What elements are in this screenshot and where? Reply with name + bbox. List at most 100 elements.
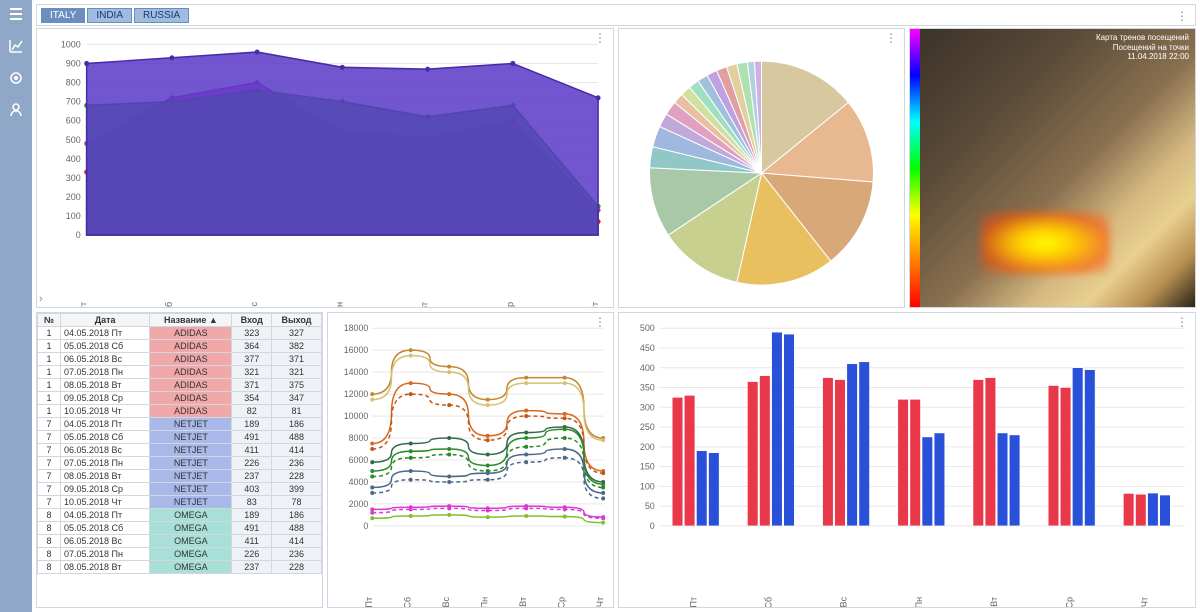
menu-icon[interactable]: [6, 4, 26, 24]
svg-text:08.05.2018 Вт: 08.05.2018 Вт: [420, 301, 430, 307]
svg-text:150: 150: [640, 462, 655, 472]
table-row[interactable]: 704.05.2018 ПтNETJET189186: [38, 418, 322, 431]
chart-icon[interactable]: [6, 36, 26, 56]
bar-chart-panel: ⋮ 0 50 100 150 200 250 300 350 400 450 500 04.05.20…: [618, 312, 1196, 608]
table-row[interactable]: 805.05.2018 СбOMEGA491488: [38, 522, 322, 535]
col-header[interactable]: Вход: [232, 314, 271, 327]
table-row[interactable]: 710.05.2018 ЧтNETJET8378: [38, 496, 322, 509]
table-row[interactable]: 105.05.2018 СбADIDAS364382: [38, 340, 322, 353]
table-row[interactable]: 104.05.2018 ПтADIDAS323327: [38, 327, 322, 340]
app-root: ITALYINDIARUSSIA ⋮ ⋮ 0100200300400500600…: [0, 0, 1200, 612]
svg-text:400: 400: [640, 363, 655, 373]
svg-text:250: 250: [640, 422, 655, 432]
heatmap-panel: Карта тренов посещений Посещений на точк…: [909, 28, 1196, 308]
tab-russia[interactable]: RUSSIA: [134, 8, 189, 23]
table-row[interactable]: 806.05.2018 ВсOMEGA411414: [38, 535, 322, 548]
panel-menu-icon[interactable]: ⋮: [1176, 315, 1189, 329]
svg-text:0: 0: [650, 521, 655, 531]
svg-text:400: 400: [66, 154, 81, 164]
user-icon[interactable]: [6, 100, 26, 120]
table-row[interactable]: 708.05.2018 ВтNETJET237228: [38, 470, 322, 483]
svg-text:600: 600: [66, 116, 81, 126]
area-chart-panel: ⋮ 0100200300400500600700800900100004.05.…: [36, 28, 614, 308]
svg-text:05.05.2018 Сб: 05.05.2018 Сб: [764, 597, 774, 607]
svg-text:08.05.2018 Вт: 08.05.2018 Вт: [989, 597, 999, 607]
table-row[interactable]: 107.05.2018 ПнADIDAS321321: [38, 366, 322, 379]
tab-india[interactable]: INDIA: [87, 8, 132, 23]
svg-text:09.05.2018 Ср: 09.05.2018 Ср: [1064, 597, 1074, 607]
svg-text:800: 800: [66, 77, 81, 87]
table-row[interactable]: 808.05.2018 ВтOMEGA237228: [38, 561, 322, 574]
pie-chart-panel: ⋮: [618, 28, 905, 308]
svg-text:100: 100: [66, 211, 81, 221]
data-table-panel: ⋮ №ДатаНазвание ▲ВходВыход104.05.2018 Пт…: [36, 312, 323, 608]
table-row[interactable]: 106.05.2018 ВсADIDAS377371: [38, 353, 322, 366]
svg-text:07.05.2018 Пн: 07.05.2018 Пн: [335, 302, 345, 307]
svg-text:12000: 12000: [344, 389, 369, 399]
svg-text:50: 50: [645, 501, 655, 511]
svg-text:10000: 10000: [344, 411, 369, 421]
table-row[interactable]: 110.05.2018 ЧтADIDAS8281: [38, 405, 322, 418]
svg-text:10.05.2018 Чт: 10.05.2018 Чт: [590, 301, 600, 307]
table-row[interactable]: 804.05.2018 ПтOMEGA189186: [38, 509, 322, 522]
table-row[interactable]: 709.05.2018 СрNETJET403399: [38, 483, 322, 496]
heatmap-overlay-text: Карта тренов посещений Посещений на точк…: [1096, 33, 1189, 62]
heatmap-image: Карта тренов посещений Посещений на точк…: [910, 29, 1195, 307]
svg-text:04.05.2018 Пт: 04.05.2018 Пт: [79, 301, 89, 307]
svg-text:2000: 2000: [349, 499, 369, 509]
svg-text:05.05.2018 Сб: 05.05.2018 Сб: [403, 597, 413, 607]
table-row[interactable]: 109.05.2018 СрADIDAS354347: [38, 392, 322, 405]
svg-text:09.05.2018 Ср: 09.05.2018 Ср: [557, 597, 567, 607]
heatmap-scale: [910, 29, 920, 307]
table-row[interactable]: 807.05.2018 ПнOMEGA226236: [38, 548, 322, 561]
svg-text:8000: 8000: [349, 433, 369, 443]
svg-text:6000: 6000: [349, 455, 369, 465]
svg-text:04.05.2018 Пт: 04.05.2018 Пт: [688, 597, 698, 607]
svg-text:350: 350: [640, 382, 655, 392]
svg-text:07.05.2018 Пн: 07.05.2018 Пн: [914, 597, 924, 607]
multiline-chart-panel: ⋮ 0 2000 4000 6000 8000 10000 12000 14000 16000 1…: [327, 312, 614, 608]
col-header[interactable]: №: [38, 314, 61, 327]
svg-text:100: 100: [640, 481, 655, 491]
svg-text:500: 500: [640, 323, 655, 333]
heatmap-hotspot: [981, 212, 1109, 273]
svg-text:300: 300: [66, 173, 81, 183]
col-header[interactable]: Название ▲: [150, 314, 232, 327]
svg-text:0: 0: [363, 521, 368, 531]
panel-menu-icon[interactable]: ⋮: [594, 31, 607, 45]
svg-text:04.05.2018 Пт: 04.05.2018 Пт: [364, 597, 374, 607]
nav-sidebar: [0, 0, 32, 612]
topbar-menu-icon[interactable]: ⋮: [1176, 9, 1189, 23]
svg-text:500: 500: [66, 135, 81, 145]
panel-menu-icon[interactable]: ⋮: [885, 31, 898, 45]
data-table: №ДатаНазвание ▲ВходВыход104.05.2018 ПтAD…: [37, 313, 322, 574]
expand-icon[interactable]: ›: [39, 293, 43, 305]
svg-text:05.05.2018 Сб: 05.05.2018 Сб: [164, 302, 174, 307]
svg-text:06.05.2018 Вс: 06.05.2018 Вс: [249, 301, 259, 307]
table-row[interactable]: 707.05.2018 ПнNETJET226236: [38, 457, 322, 470]
svg-text:07.05.2018 Пн: 07.05.2018 Пн: [480, 597, 490, 607]
svg-text:10.05.2018 Чт: 10.05.2018 Чт: [1140, 597, 1150, 607]
svg-text:450: 450: [640, 343, 655, 353]
svg-text:1000: 1000: [61, 39, 81, 49]
tab-italy[interactable]: ITALY: [41, 8, 85, 23]
svg-text:200: 200: [66, 192, 81, 202]
table-row[interactable]: 706.05.2018 ВсNETJET411414: [38, 444, 322, 457]
col-header[interactable]: Дата: [61, 314, 150, 327]
panel-menu-icon[interactable]: ⋮: [594, 315, 607, 329]
svg-text:06.05.2018 Вс: 06.05.2018 Вс: [441, 596, 451, 607]
svg-text:09.05.2018 Ср: 09.05.2018 Ср: [505, 302, 515, 307]
svg-text:18000: 18000: [344, 323, 369, 333]
svg-text:300: 300: [640, 402, 655, 412]
svg-text:900: 900: [66, 58, 81, 68]
svg-text:14000: 14000: [344, 367, 369, 377]
svg-text:16000: 16000: [344, 345, 369, 355]
tab-bar: ITALYINDIARUSSIA ⋮: [36, 4, 1196, 26]
panel-menu-icon[interactable]: ⋮: [303, 315, 316, 329]
gear-icon[interactable]: [6, 68, 26, 88]
svg-text:200: 200: [640, 442, 655, 452]
svg-text:08.05.2018 Вт: 08.05.2018 Вт: [518, 597, 528, 607]
table-row[interactable]: 705.05.2018 СбNETJET491488: [38, 431, 322, 444]
table-row[interactable]: 108.05.2018 ВтADIDAS371375: [38, 379, 322, 392]
svg-text:4000: 4000: [349, 477, 369, 487]
